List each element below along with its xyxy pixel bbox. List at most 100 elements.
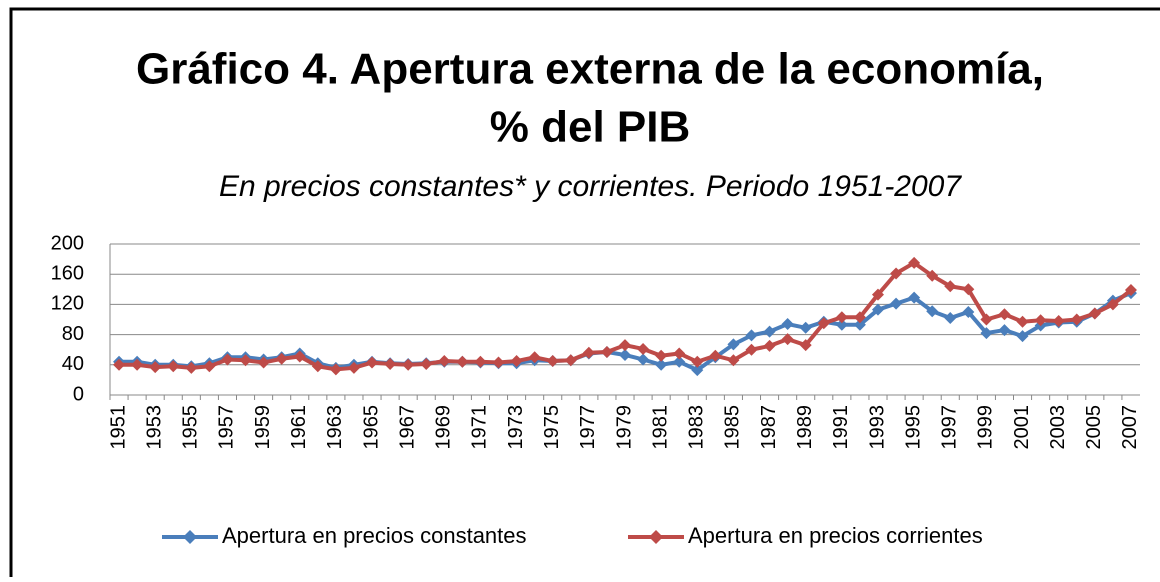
marker <box>582 346 595 359</box>
marker <box>1052 315 1065 328</box>
marker <box>619 348 631 361</box>
marker <box>944 311 957 324</box>
x-tick-label: 1959 <box>252 405 274 450</box>
marker <box>853 318 866 331</box>
marker <box>492 356 505 369</box>
y-tick-label: 80 <box>62 323 84 345</box>
marker <box>131 358 144 371</box>
x-tick-label: 1985 <box>722 405 744 450</box>
marker <box>149 361 162 374</box>
marker <box>926 269 939 282</box>
x-tick-label: 1999 <box>975 405 997 450</box>
marker <box>655 349 668 362</box>
marker <box>329 363 342 376</box>
marker <box>221 353 234 366</box>
chart-title: % del PIB <box>490 103 691 152</box>
marker <box>311 360 324 373</box>
marker <box>835 318 848 331</box>
marker <box>727 354 740 367</box>
x-tick-label: 1991 <box>830 405 852 450</box>
x-tick-label: 1997 <box>939 405 961 450</box>
marker <box>293 350 306 363</box>
marker <box>1106 298 1119 311</box>
marker <box>1016 330 1029 343</box>
marker <box>980 313 993 326</box>
legend-marker <box>649 530 663 544</box>
marker <box>799 321 812 334</box>
x-tick-label: 1975 <box>541 405 563 450</box>
marker <box>113 358 126 371</box>
marker <box>781 318 794 331</box>
x-tick-label: 1951 <box>107 405 129 450</box>
x-tick-label: 2003 <box>1047 405 1069 450</box>
marker <box>944 280 957 293</box>
marker <box>275 352 288 365</box>
chart-subtitle: En precios constantes* y corrientes. Per… <box>219 170 962 203</box>
x-tick-label: 2001 <box>1011 405 1033 450</box>
frame <box>9 7 1160 582</box>
marker <box>239 354 252 367</box>
marker <box>474 355 487 368</box>
marker <box>763 339 776 352</box>
marker <box>510 355 523 368</box>
x-tick-label: 1979 <box>613 405 635 450</box>
y-tick-label: 200 <box>51 232 84 254</box>
marker <box>257 356 270 369</box>
x-tick-label: 1971 <box>469 405 491 450</box>
marker <box>908 256 921 269</box>
marker <box>817 317 830 330</box>
marker <box>926 305 939 318</box>
marker <box>1016 315 1029 328</box>
legend-label: Apertura en precios constantes <box>222 523 527 548</box>
x-tick-label: 1967 <box>396 405 418 450</box>
x-tick-label: 2005 <box>1083 405 1105 450</box>
x-tick-label: 1993 <box>866 405 888 450</box>
x-tick-label: 1955 <box>180 405 202 450</box>
marker <box>528 351 541 364</box>
x-tick-label: 1989 <box>794 405 816 450</box>
marker <box>673 347 686 360</box>
marker <box>438 355 451 368</box>
x-tick-label: 1957 <box>216 405 238 450</box>
x-tick-label: 1965 <box>360 405 382 450</box>
marker <box>962 283 975 296</box>
marker <box>745 343 758 356</box>
x-tick-label: 1983 <box>686 405 708 450</box>
marker <box>890 297 903 310</box>
marker <box>962 305 975 318</box>
marker <box>799 339 812 352</box>
marker <box>456 355 469 368</box>
marker <box>1088 307 1101 320</box>
x-tick-label: 1977 <box>577 405 599 450</box>
x-tick-label: 1969 <box>433 405 455 450</box>
x-tick-label: 1987 <box>758 405 780 450</box>
x-tick-label: 1963 <box>324 405 346 450</box>
marker <box>781 333 794 346</box>
marker <box>1034 314 1047 327</box>
marker <box>853 311 866 324</box>
marker <box>871 288 884 301</box>
marker <box>366 356 379 369</box>
marker <box>637 342 650 355</box>
x-tick-label: 1995 <box>902 405 924 450</box>
marker <box>619 339 631 352</box>
x-tick-label: 1973 <box>505 405 527 450</box>
chart-title: Gráfico 4. Apertura externa de la econom… <box>136 45 1044 94</box>
marker <box>835 311 848 324</box>
marker <box>709 349 722 362</box>
marker <box>980 327 993 340</box>
marker <box>691 355 704 368</box>
legend-marker <box>183 530 197 544</box>
y-tick-label: 160 <box>51 262 84 284</box>
x-tick-label: 1961 <box>288 405 310 450</box>
marker <box>546 355 559 368</box>
marker <box>402 358 415 371</box>
marker <box>998 308 1011 321</box>
y-tick-label: 120 <box>51 293 84 315</box>
x-tick-label: 2007 <box>1119 405 1141 450</box>
marker <box>1124 284 1137 297</box>
marker <box>745 329 758 342</box>
marker <box>673 355 686 368</box>
marker <box>655 358 668 371</box>
